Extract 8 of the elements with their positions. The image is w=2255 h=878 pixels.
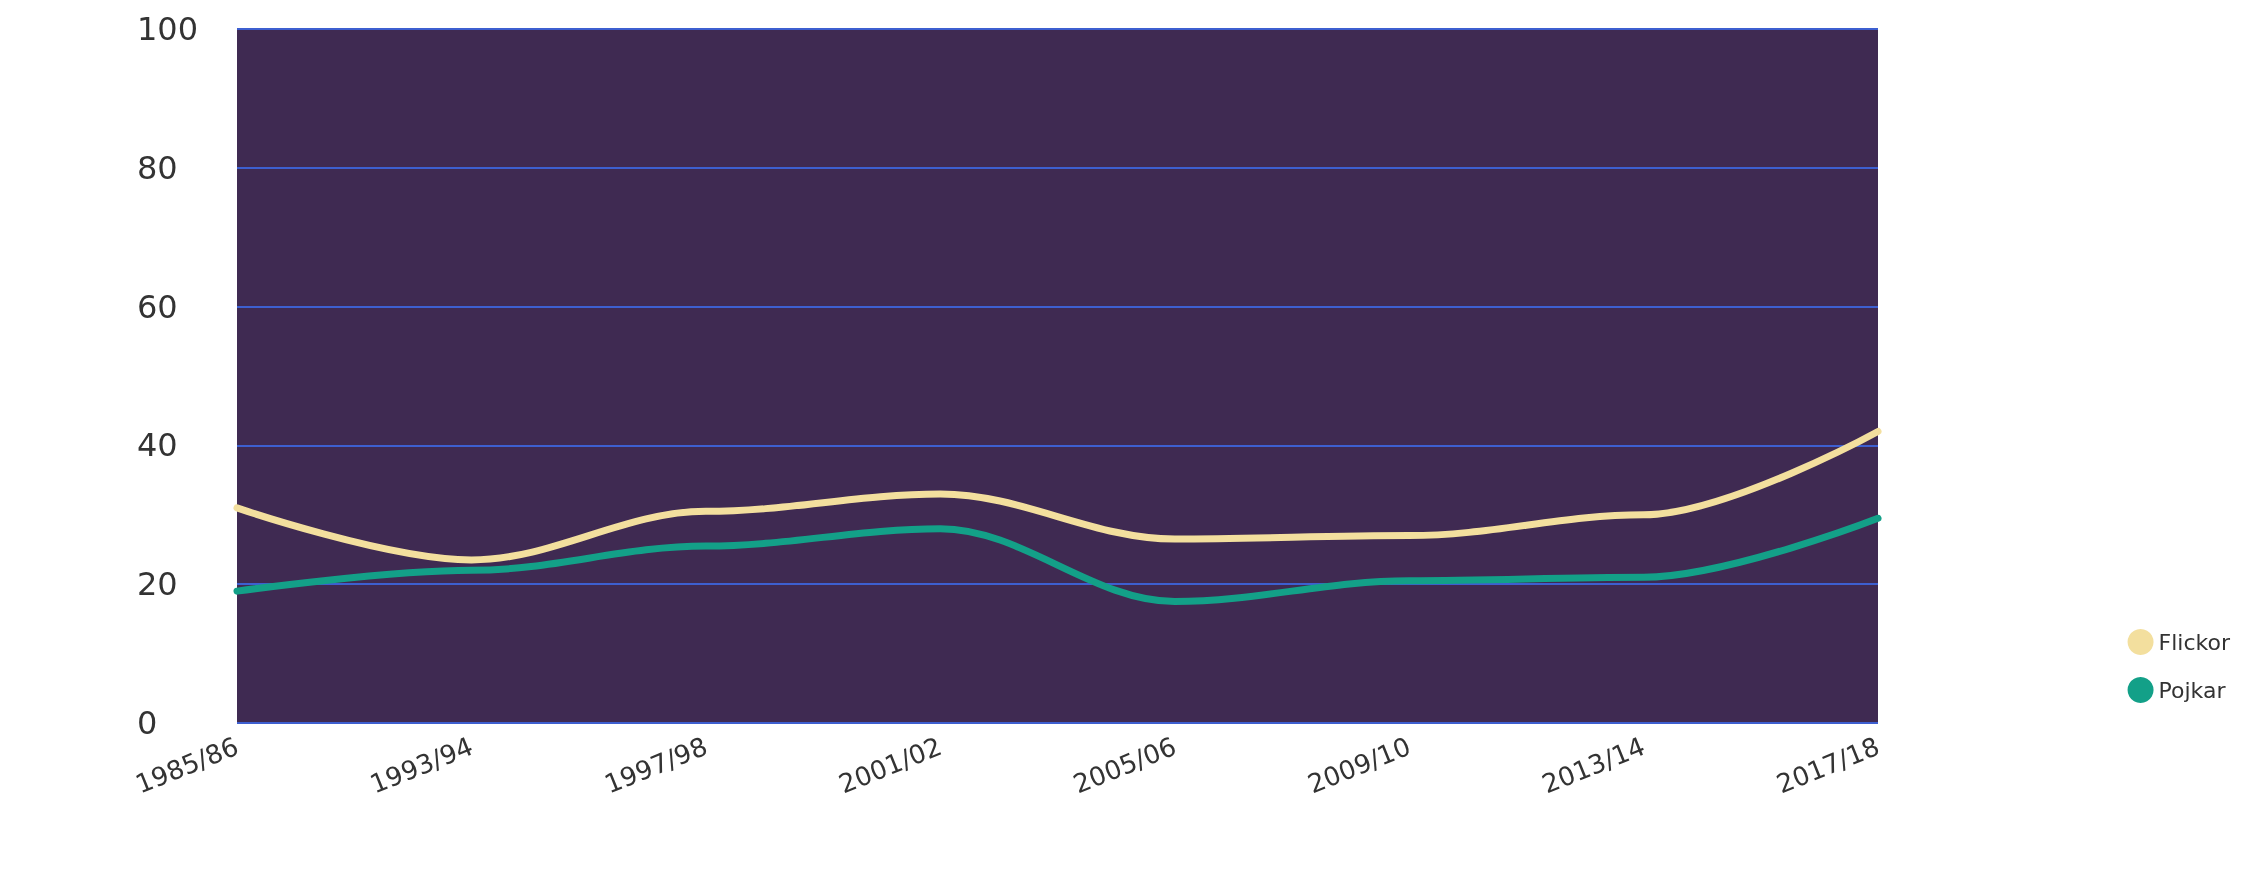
y-tick-label: 100: [137, 10, 199, 48]
y-tick-label: 80: [137, 148, 178, 187]
legend-label: Pojkar: [2158, 677, 2227, 703]
y-tick-label: 0: [137, 704, 158, 742]
y-tick-label: 40: [137, 426, 178, 465]
y-tick-label: 60: [137, 287, 178, 326]
legend-label: Flickor: [2158, 629, 2231, 655]
y-tick-label: 20: [137, 565, 178, 604]
